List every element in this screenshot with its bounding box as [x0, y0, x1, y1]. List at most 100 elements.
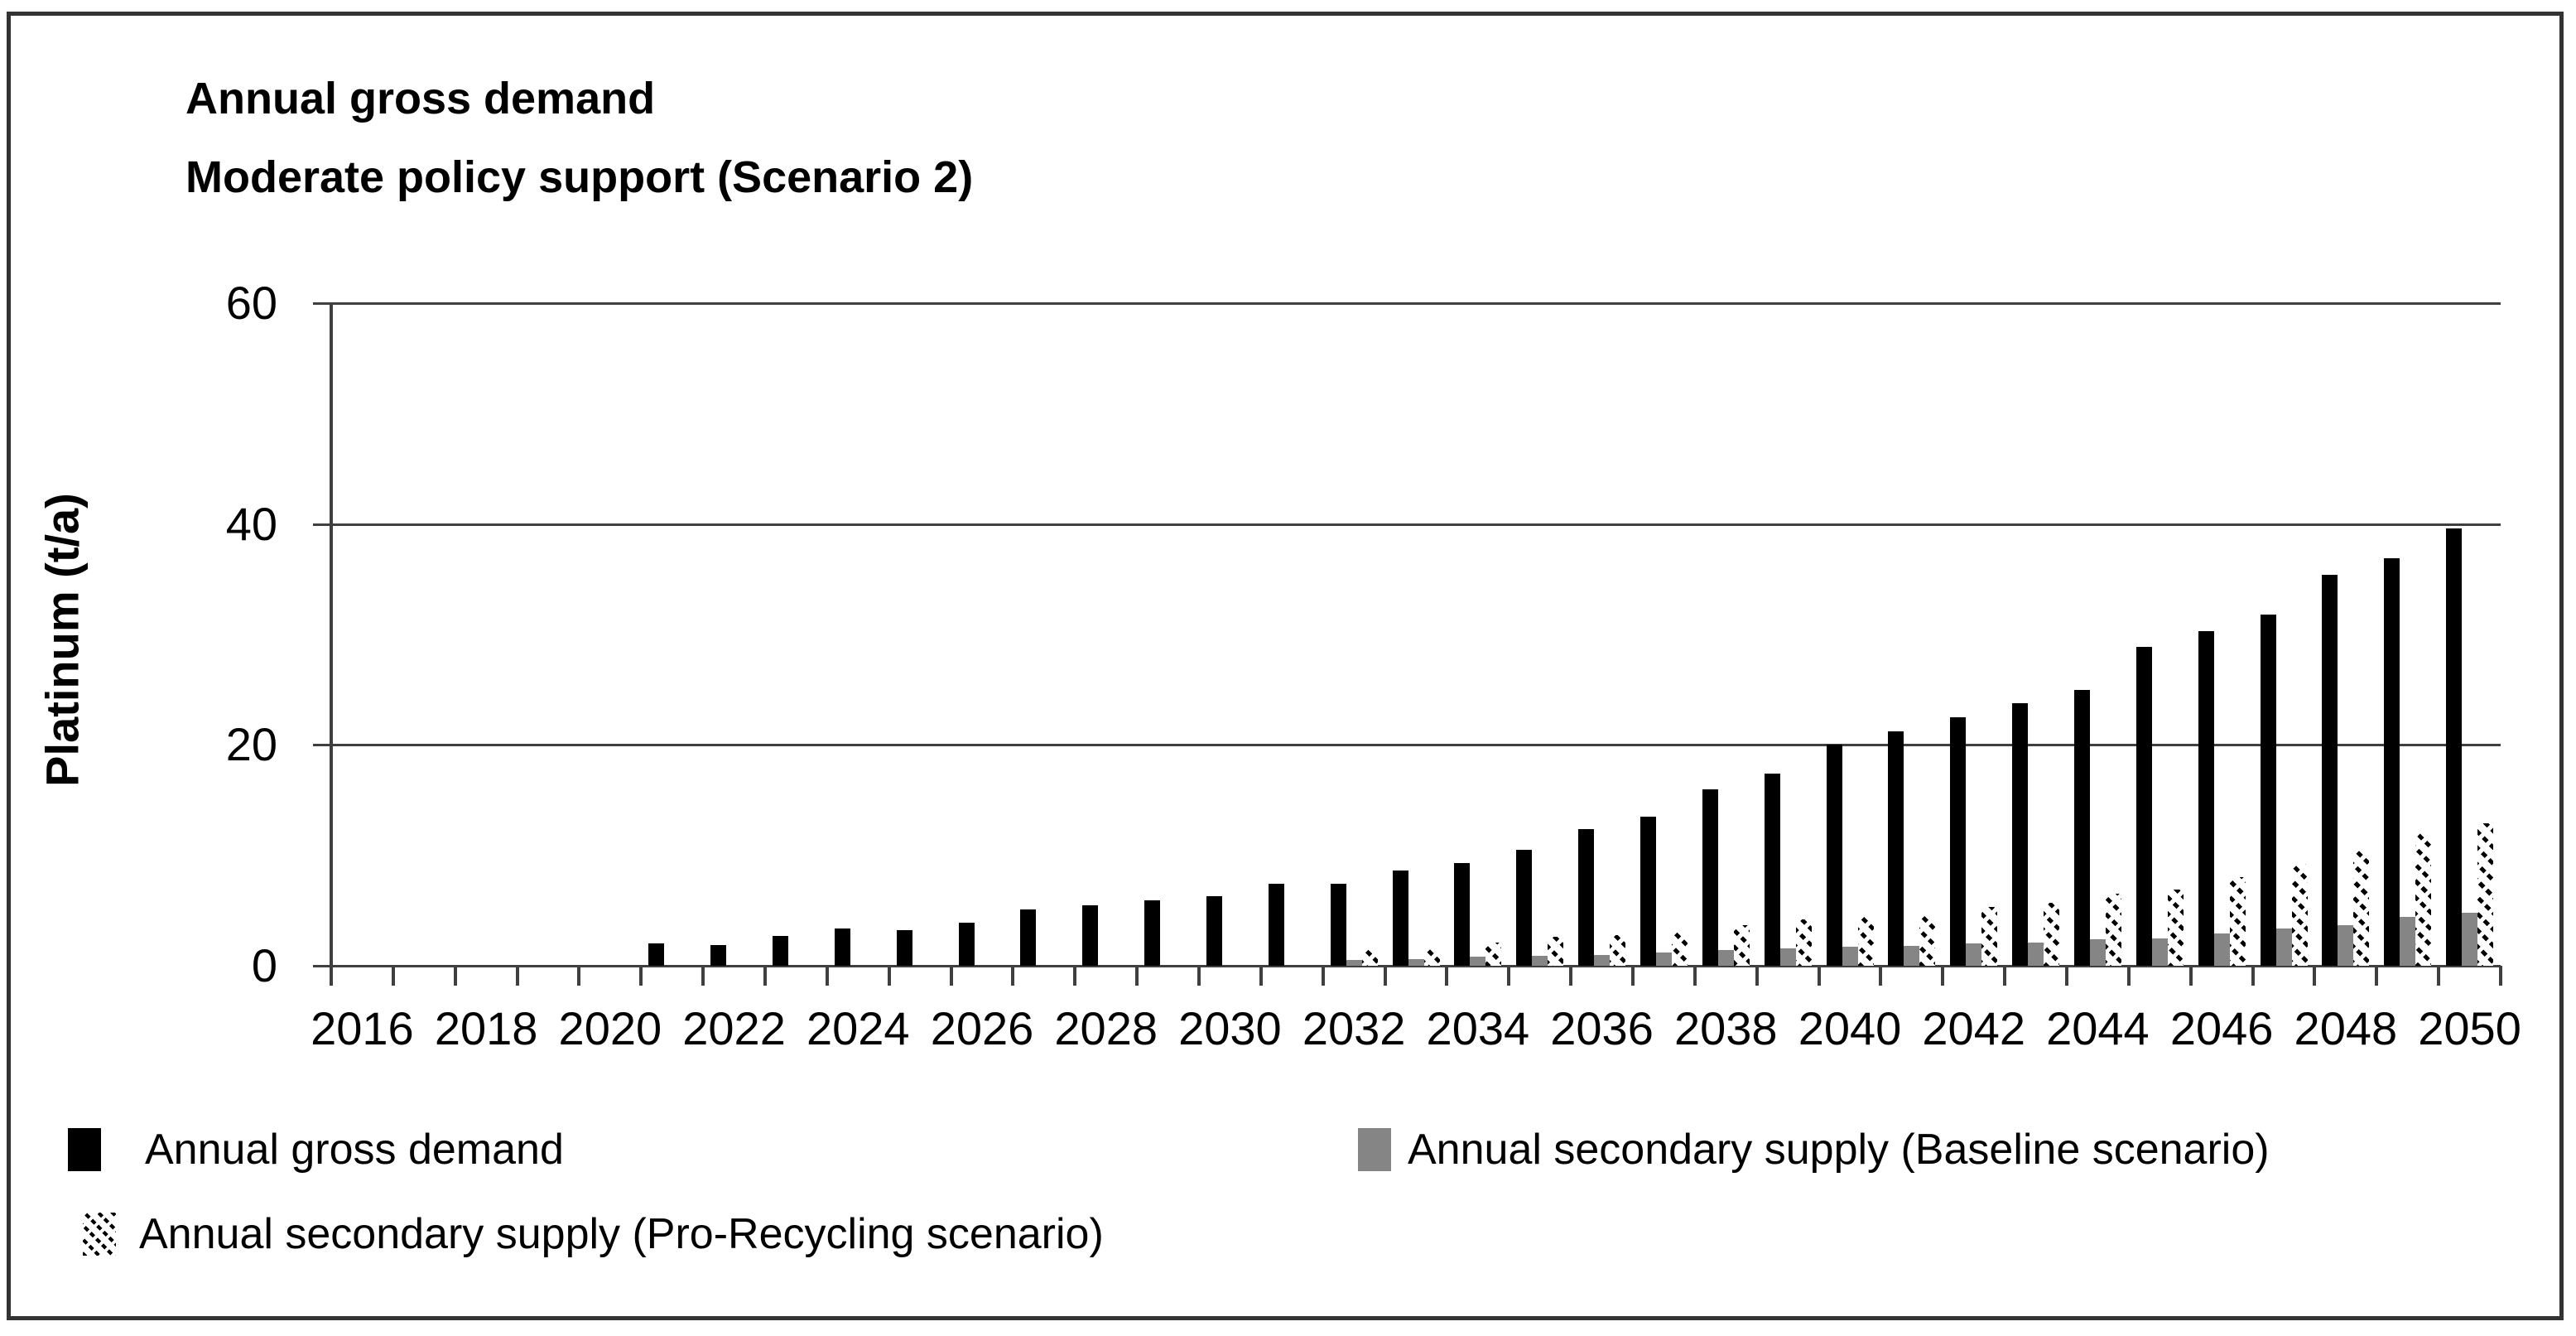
- bar-gray-2041: [1904, 946, 1920, 966]
- legend-item-baseline-supply: Annual secondary supply (Baseline scenar…: [1358, 1125, 2270, 1174]
- bar-black-2022: [710, 944, 727, 966]
- bar-black-2023: [772, 936, 788, 966]
- legend-swatch-hatch: [83, 1213, 116, 1256]
- bar-black-2047: [2260, 615, 2276, 966]
- x-axis-tick: [1631, 966, 1635, 986]
- bar-black-2042: [1950, 717, 1967, 966]
- bar-black-2048: [2322, 575, 2338, 966]
- x-tick-label-2040: 2040: [1798, 1002, 1902, 1054]
- y-tick-label-40: 40: [225, 497, 277, 550]
- x-axis-tick: [330, 966, 333, 986]
- bar-black-2038: [1702, 789, 1718, 966]
- x-axis-tick: [2188, 966, 2193, 986]
- x-tick-label-2024: 2024: [806, 1002, 910, 1054]
- bar-gray-2043: [2028, 943, 2044, 966]
- x-axis-tick: [2003, 966, 2007, 986]
- bar-gray-2039: [1779, 948, 1796, 966]
- legend-label: Annual secondary supply (Baseline scenar…: [1408, 1126, 2270, 1174]
- gridline-60: [313, 302, 2501, 305]
- chart-title: Annual gross demand Moderate policy supp…: [185, 60, 973, 217]
- x-axis-tick: [453, 966, 457, 986]
- bar-black-2029: [1144, 900, 1161, 966]
- gridline-0: [313, 965, 2501, 967]
- bar-black-2034: [1454, 863, 1471, 966]
- bar-gray-2037: [1655, 953, 1672, 966]
- bar-black-2032: [1330, 884, 1346, 966]
- x-tick-label-2022: 2022: [682, 1002, 786, 1054]
- x-axis-tick: [1941, 966, 1945, 986]
- bar-gray-2045: [2151, 938, 2168, 966]
- x-tick-label-2050: 2050: [2418, 1002, 2521, 1054]
- bar-hatch-2040: [1857, 917, 1874, 966]
- bar-hatch-2044: [2105, 894, 2121, 966]
- x-axis-tick: [1879, 966, 1883, 986]
- x-axis-tick: [887, 966, 891, 986]
- bar-black-2040: [1826, 745, 1842, 966]
- x-axis-tick: [2251, 966, 2255, 986]
- x-axis-tick: [1383, 966, 1387, 986]
- y-tick-label-60: 60: [225, 277, 277, 329]
- x-tick-label-2032: 2032: [1302, 1002, 1406, 1054]
- y-tick-label-0: 0: [251, 939, 277, 991]
- x-axis-tick: [825, 966, 829, 986]
- bar-gray-2038: [1717, 950, 1734, 966]
- bar-hatch-2047: [2291, 864, 2308, 966]
- bar-gray-2036: [1594, 954, 1611, 966]
- x-tick-label-2038: 2038: [1673, 1002, 1778, 1054]
- x-axis-tick: [763, 966, 767, 986]
- bar-black-2036: [1578, 828, 1595, 966]
- bar-black-2045: [2135, 646, 2152, 966]
- bar-gray-2048: [2338, 924, 2354, 966]
- y-tick-label-20: 20: [225, 718, 277, 771]
- bar-gray-2044: [2089, 939, 2106, 966]
- bar-gray-2046: [2213, 933, 2230, 966]
- x-axis-tick: [1445, 966, 1449, 986]
- x-tick-label-2018: 2018: [434, 1002, 538, 1054]
- x-tick-label-2042: 2042: [1922, 1002, 2025, 1054]
- bar-black-2050: [2446, 528, 2463, 966]
- bar-black-2030: [1206, 896, 1222, 966]
- bar-black-2037: [1639, 817, 1656, 966]
- x-axis-tick: [1259, 966, 1263, 986]
- legend-label: Annual gross demand: [145, 1126, 564, 1174]
- bar-black-2025: [896, 930, 912, 966]
- bar-black-2026: [958, 923, 975, 966]
- bar-gray-2047: [2275, 928, 2292, 966]
- bar-black-2044: [2073, 689, 2090, 966]
- figure-border: [7, 12, 2564, 1320]
- x-axis-tick: [2375, 966, 2379, 986]
- x-tick-label-2020: 2020: [558, 1002, 662, 1054]
- bar-gray-2034: [1470, 957, 1486, 966]
- legend-item-gross-demand: Annual gross demand: [68, 1125, 564, 1174]
- x-axis-tick: [1321, 966, 1325, 986]
- bar-hatch-2032: [1361, 950, 1378, 966]
- bar-gray-2049: [2400, 917, 2416, 966]
- bar-black-2049: [2384, 558, 2400, 966]
- bar-gray-2033: [1408, 959, 1424, 966]
- bar-hatch-2046: [2229, 877, 2246, 966]
- bar-black-2033: [1392, 871, 1408, 966]
- y-axis-title: Platinum (t/a): [36, 493, 89, 787]
- x-axis-tick: [2499, 966, 2502, 986]
- x-tick-label-2044: 2044: [2046, 1002, 2150, 1054]
- legend-label: Annual secondary supply (Pro-Recycling s…: [139, 1210, 1104, 1258]
- x-tick-label-2036: 2036: [1550, 1002, 1654, 1054]
- bar-black-2028: [1082, 904, 1099, 966]
- x-axis-tick: [577, 966, 581, 986]
- bar-black-2046: [2198, 631, 2214, 966]
- bar-hatch-2043: [2044, 903, 2060, 966]
- bar-black-2043: [2012, 702, 2029, 966]
- bar-hatch-2048: [2353, 851, 2370, 966]
- legend-swatch-gray: [1358, 1128, 1391, 1171]
- chart-title-line1: Annual gross demand: [185, 74, 656, 123]
- bar-hatch-2034: [1485, 943, 1502, 966]
- x-tick-label-2026: 2026: [930, 1002, 1034, 1054]
- gridline-40: [313, 523, 2501, 526]
- x-axis-tick: [2065, 966, 2068, 986]
- x-axis-tick: [1692, 966, 1697, 986]
- bar-gray-2050: [2462, 913, 2478, 966]
- x-axis-tick: [1755, 966, 1759, 986]
- bar-gray-2035: [1532, 956, 1548, 966]
- x-tick-label-2016: 2016: [311, 1002, 414, 1054]
- bar-hatch-2050: [2477, 823, 2494, 966]
